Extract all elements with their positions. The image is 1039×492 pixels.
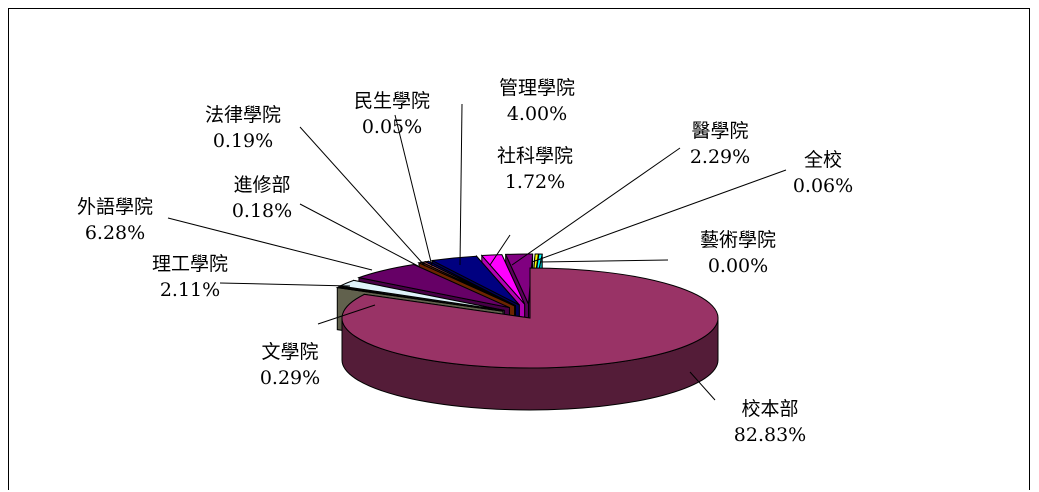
slice-label: 文學院 bbox=[261, 341, 318, 363]
leader-line bbox=[317, 304, 376, 325]
slice-percent: 0.00% bbox=[708, 255, 768, 277]
leader-line bbox=[489, 234, 511, 266]
slice-percent: 1.72% bbox=[505, 171, 565, 193]
leader-line bbox=[299, 126, 426, 267]
slices-layer bbox=[335, 253, 719, 411]
pie-slice-0 bbox=[341, 267, 719, 411]
leader-line bbox=[219, 282, 351, 287]
slice-label: 進修部 bbox=[233, 174, 290, 196]
slice-label: 理工學院 bbox=[152, 253, 228, 275]
slice-percent: 0.18% bbox=[232, 200, 292, 222]
leader-line bbox=[539, 259, 669, 263]
leader-line bbox=[394, 114, 433, 267]
slice-percent: 0.06% bbox=[793, 175, 853, 197]
pie-slice-top bbox=[504, 253, 534, 306]
leader-line bbox=[459, 103, 463, 266]
slice-percent: 6.28% bbox=[85, 222, 145, 244]
slice-percent: 2.29% bbox=[690, 146, 750, 168]
pie-slice-top bbox=[335, 286, 504, 312]
slice-percent: 0.29% bbox=[260, 367, 320, 389]
leader-lines bbox=[167, 103, 787, 401]
leader-line bbox=[511, 147, 681, 266]
pie-slice-top bbox=[480, 254, 526, 305]
slice-label: 全校 bbox=[804, 149, 842, 171]
leader-line bbox=[531, 169, 787, 263]
leader-line bbox=[299, 203, 419, 267]
pie-slice-top bbox=[430, 255, 520, 306]
slice-label: 外語學院 bbox=[77, 196, 153, 218]
slice-label: 校本部 bbox=[741, 398, 798, 420]
leader-line bbox=[689, 371, 716, 401]
slice-percent: 0.05% bbox=[362, 116, 422, 138]
leader-line bbox=[167, 217, 373, 271]
slice-percent: 2.11% bbox=[160, 279, 220, 301]
slice-percent: 82.83% bbox=[734, 424, 806, 446]
slice-label: 藝術學院 bbox=[700, 229, 776, 251]
slice-percent: 4.00% bbox=[507, 103, 567, 125]
pie-slice-top bbox=[357, 264, 510, 309]
slice-label: 醫學院 bbox=[691, 120, 748, 142]
slice-label: 法律學院 bbox=[205, 104, 281, 126]
slice-label: 社科學院 bbox=[497, 145, 573, 167]
labels-layer: 校本部 82.83% 文學院 0.29% 理工學院 2.11% 外語學院 6.28% 進修部 0.… bbox=[77, 77, 853, 446]
slice-percent: 0.19% bbox=[213, 130, 273, 152]
pie-slice-top bbox=[341, 267, 719, 369]
slice-label: 民生學院 bbox=[354, 90, 430, 112]
slice-label: 管理學院 bbox=[499, 77, 575, 99]
